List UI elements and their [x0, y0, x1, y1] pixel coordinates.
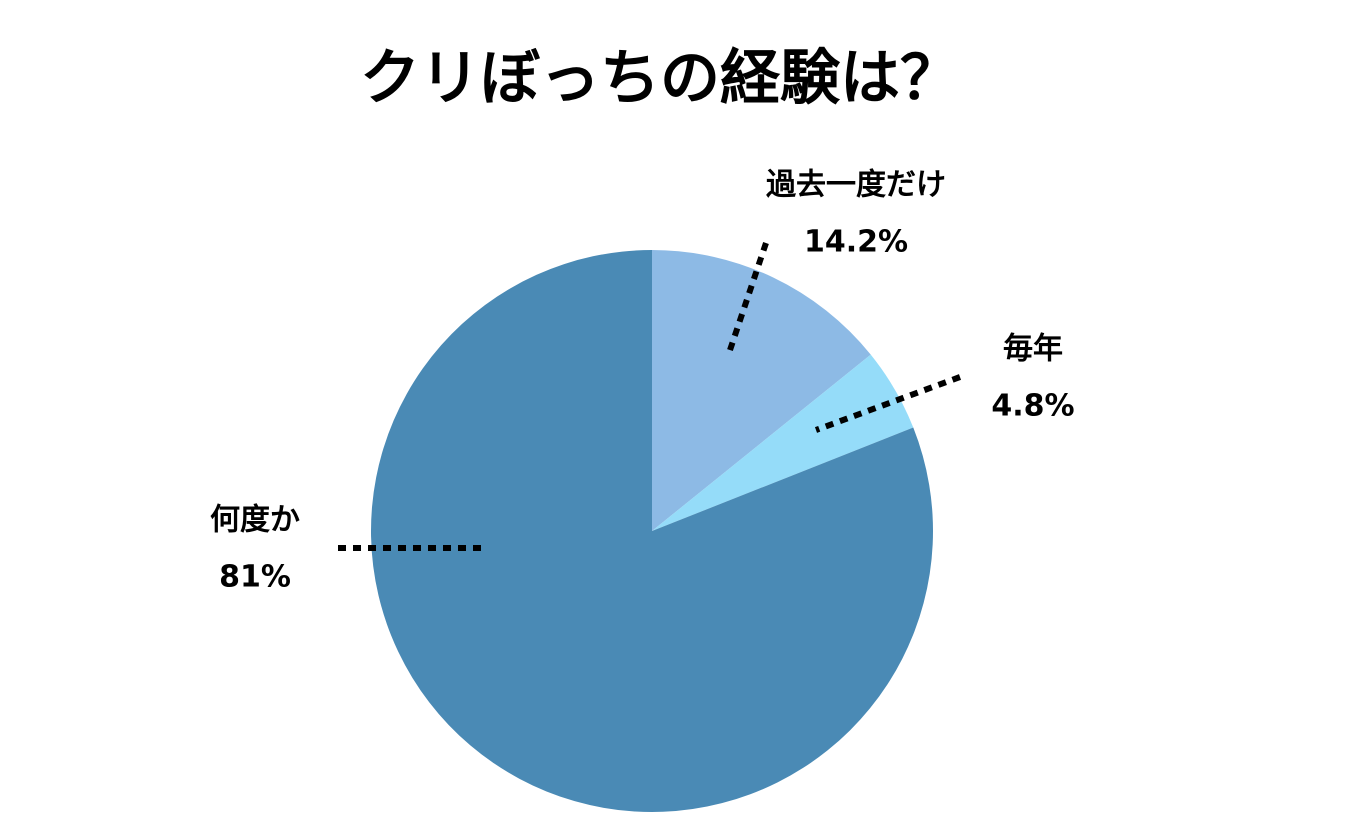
chart-title: クリぼっちの経験は？	[360, 44, 960, 114]
leader-line	[725, 242, 769, 357]
slice-label: 過去一度だけ	[766, 168, 946, 203]
slice-label: 毎年	[1003, 332, 1063, 367]
pie-slice	[652, 354, 914, 531]
leader-line	[814, 374, 962, 433]
pie-slice	[371, 250, 934, 812]
pie-slice	[652, 250, 871, 531]
slice-value-label: 81%	[219, 560, 291, 595]
slice-value-label: 4.8%	[991, 389, 1074, 424]
slice-value-label: 14.2%	[804, 225, 908, 260]
slice-label: 何度か	[210, 503, 300, 538]
